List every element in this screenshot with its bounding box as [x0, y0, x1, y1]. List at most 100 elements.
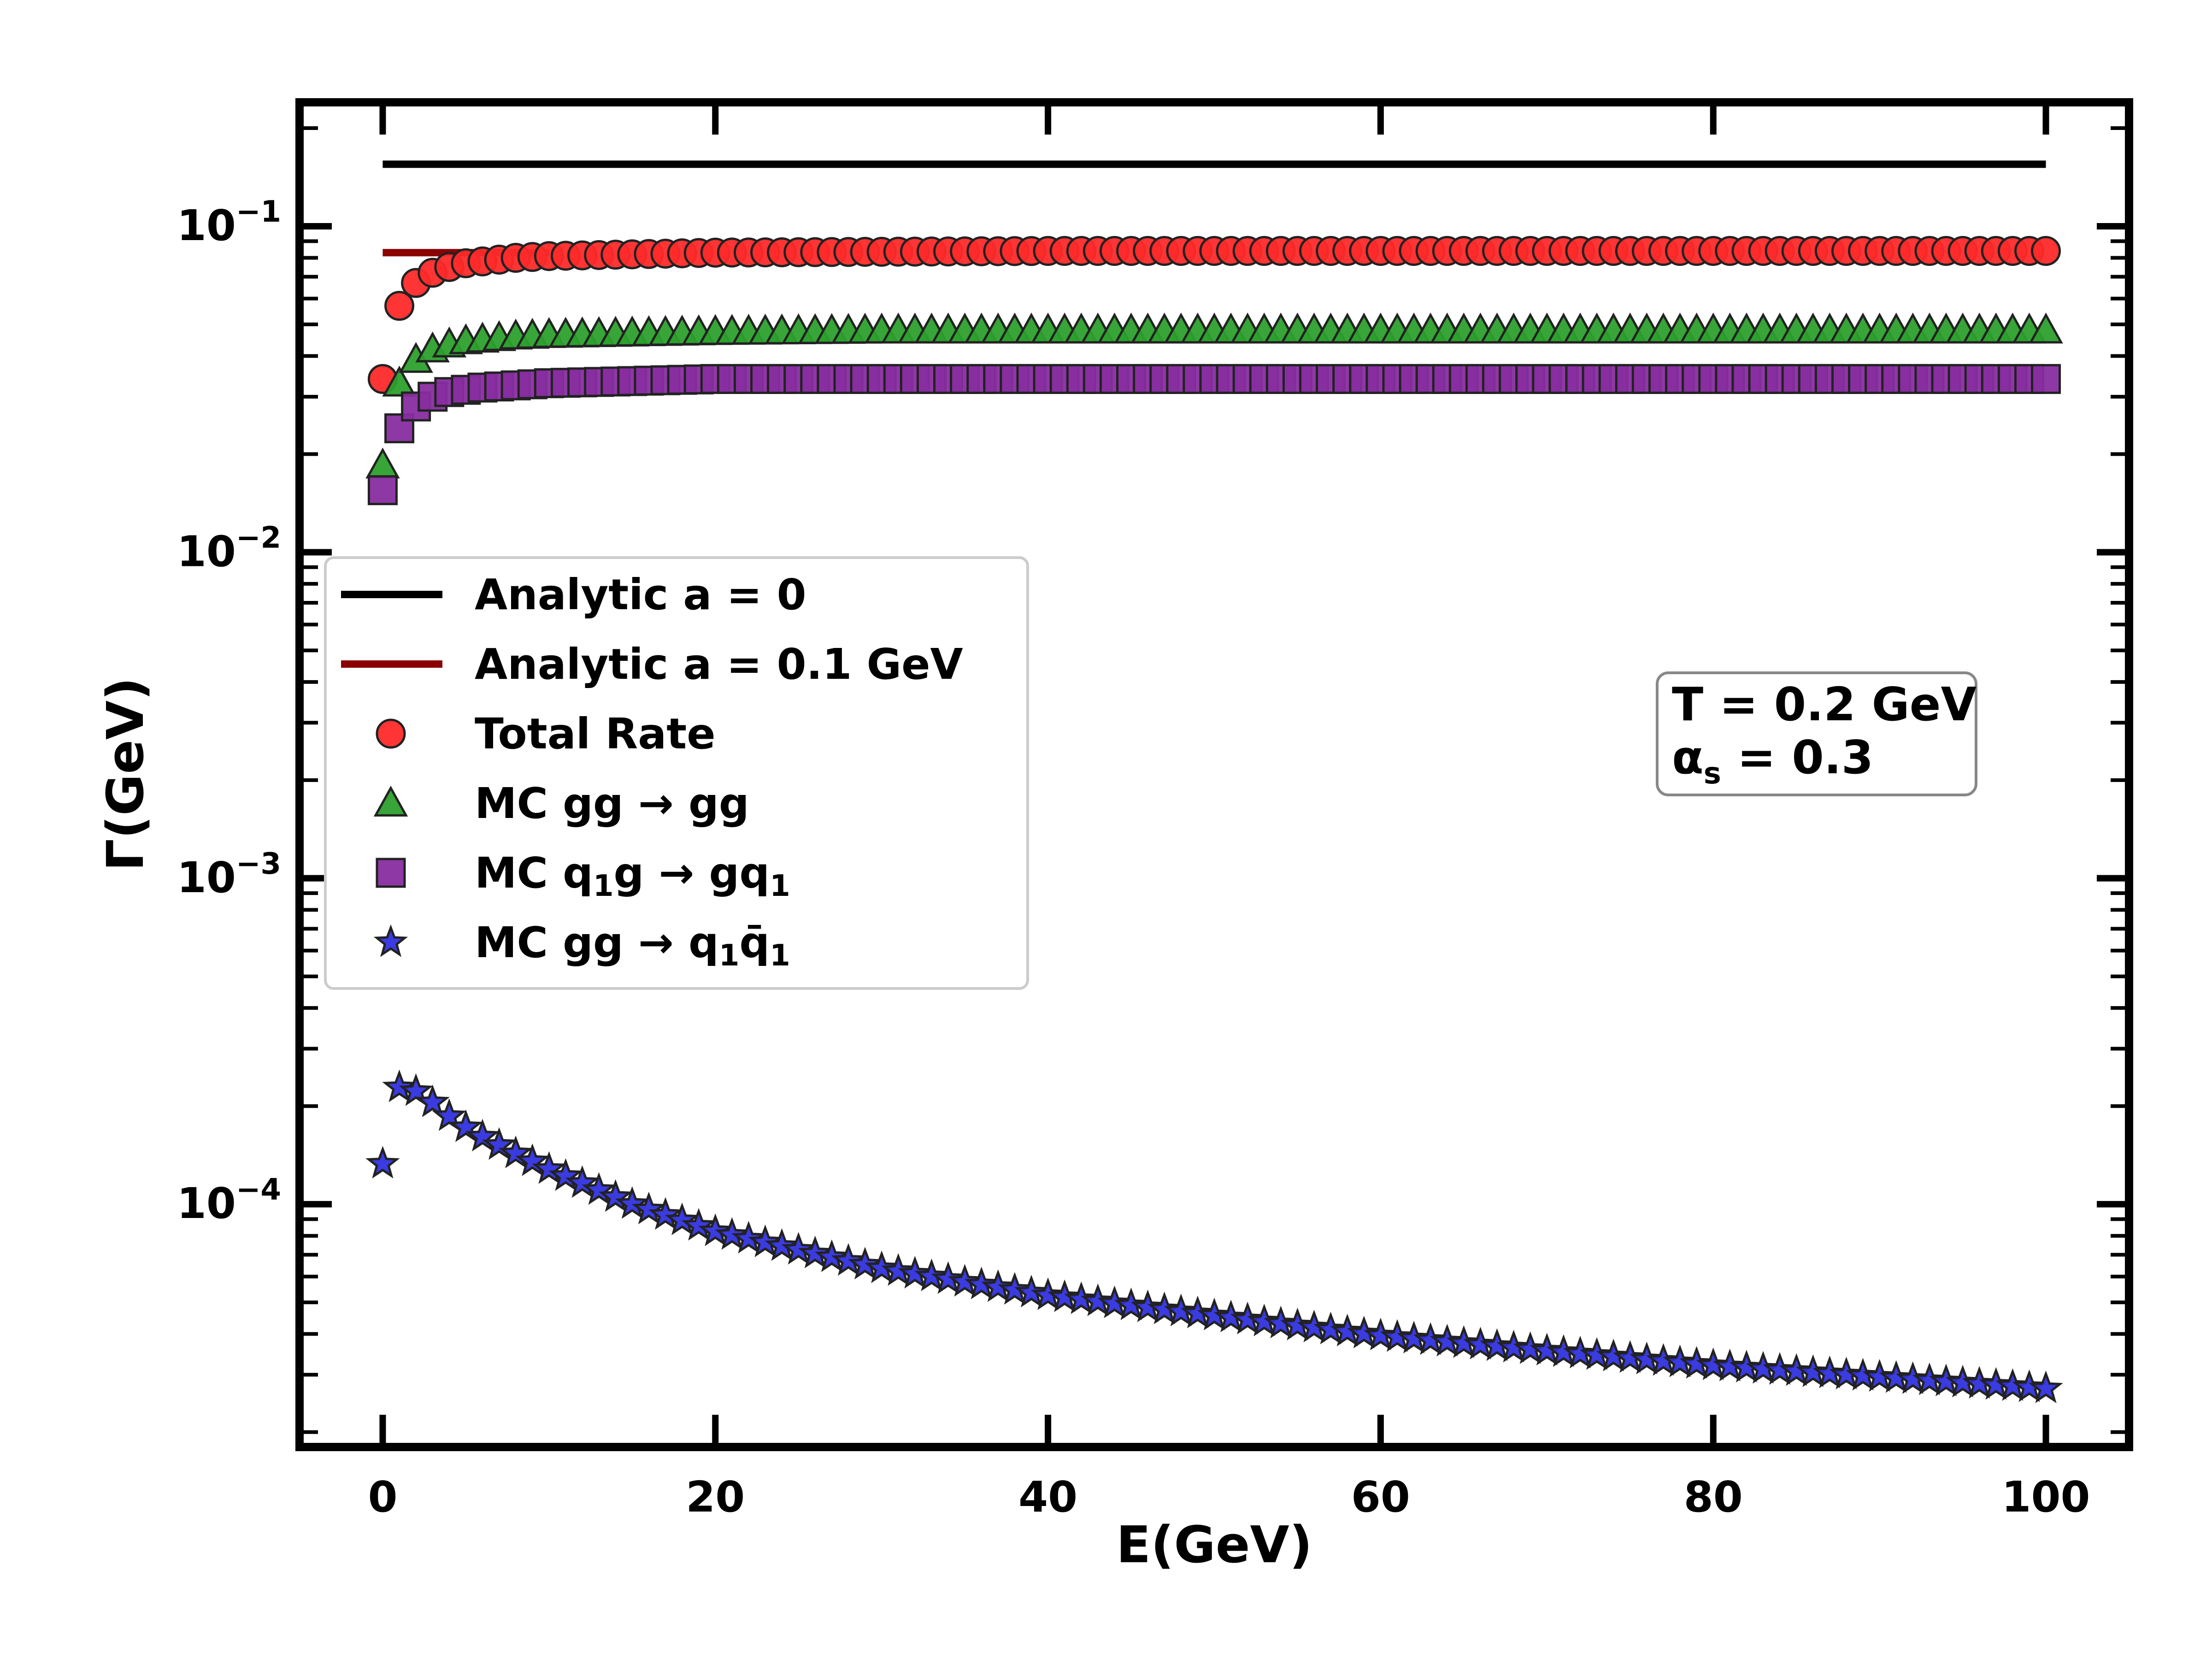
star-marker [648, 1197, 683, 1230]
star-marker [1396, 1320, 1431, 1353]
y-tick-base: 10 [177, 1179, 236, 1228]
star-marker [814, 1239, 849, 1272]
star-marker [615, 1186, 650, 1219]
legend-label-part: Analytic a = 0 [475, 570, 806, 619]
star-marker [1213, 1300, 1248, 1333]
star-marker [1663, 1344, 1697, 1377]
star-marker [1247, 1303, 1282, 1336]
star-marker [765, 1228, 799, 1261]
star-marker [715, 1217, 749, 1250]
star-marker [1646, 1343, 1681, 1376]
star-marker [1347, 1316, 1382, 1348]
legend-label-part: → [644, 848, 709, 898]
star-marker [1130, 1289, 1165, 1323]
star-marker [1413, 1322, 1448, 1355]
x-tick-label: 0 [368, 1472, 397, 1522]
x-axis-label: E(GeV) [1116, 1515, 1312, 1574]
y-tick-exponent: −3 [236, 847, 281, 881]
legend-circle-swatch [376, 718, 406, 749]
star-marker [847, 1247, 882, 1280]
legend-square-swatch [376, 858, 406, 888]
star-marker [1280, 1307, 1315, 1341]
alpha-subscript: s [1704, 757, 1721, 791]
legend-label-part: q̄ [739, 918, 770, 967]
star-marker [1180, 1295, 1215, 1329]
star-marker [1679, 1346, 1714, 1379]
star-marker [1530, 1333, 1565, 1365]
star-marker [415, 1084, 450, 1118]
star-marker [698, 1213, 733, 1246]
y-tick-base: 10 [177, 201, 236, 250]
star-marker [1264, 1306, 1298, 1339]
axes-frame [295, 98, 2133, 1451]
star-marker [1496, 1330, 1531, 1363]
star-marker [881, 1253, 916, 1286]
x-tick-label: 40 [1018, 1472, 1077, 1522]
star-marker [515, 1143, 550, 1176]
legend-triangle-swatch [373, 785, 408, 817]
star-marker [1463, 1327, 1498, 1359]
star-marker [1014, 1275, 1049, 1307]
legend: Analytic a = 0 Analytic a = 0.1 GeV Total … [324, 556, 1029, 990]
star-marker [1297, 1310, 1331, 1342]
star-marker [582, 1172, 616, 1205]
star-marker [482, 1127, 517, 1160]
star-marker [1363, 1318, 1398, 1351]
star-marker [914, 1259, 949, 1291]
star-marker [631, 1191, 666, 1224]
legend-label-subscript: 1 [593, 869, 614, 903]
legend-label: Analytic a = 0.1 GeV [475, 640, 963, 689]
star-marker [1330, 1313, 1365, 1347]
legend-label-part: MC q [475, 848, 593, 898]
annotation-box: T = 0.2 GeV αs = 0.3 [1656, 671, 1977, 796]
legend-label-subscript: 1 [770, 939, 790, 973]
legend-label-subscript: 1 [719, 939, 740, 973]
star-marker [2029, 1371, 2063, 1403]
legend-label-part: gg [688, 779, 749, 828]
star-marker [798, 1235, 833, 1269]
star-marker [1047, 1279, 1082, 1312]
star-marker [399, 1073, 433, 1106]
legend-label: MC gg → gg [475, 779, 749, 828]
legend-entry: MC gg → q1q̄1 [373, 918, 790, 973]
legend-label-part: Analytic a = 0.1 GeV [475, 640, 963, 689]
legend-label-part: gq [709, 848, 770, 898]
legend-label-part: q [688, 918, 719, 967]
star-marker [1596, 1338, 1631, 1371]
star-marker [1114, 1287, 1148, 1320]
star-marker [1081, 1283, 1115, 1316]
legend-label-part: g [613, 848, 644, 898]
star-marker [532, 1151, 566, 1184]
legend-label: MC q1g → gq1 [475, 848, 790, 903]
y-tick-exponent: −2 [236, 521, 281, 555]
star-marker [931, 1261, 965, 1294]
star-marker [1430, 1324, 1465, 1357]
star-marker [731, 1221, 766, 1253]
y-tick-label: 10−1 [177, 195, 281, 250]
star-marker [781, 1232, 816, 1265]
y-tick-base: 10 [177, 853, 236, 902]
y-tick-label: 10−4 [177, 1173, 281, 1228]
star-marker [981, 1269, 1016, 1302]
legend-label-part: → [624, 779, 688, 828]
star-marker [947, 1264, 982, 1297]
x-tick-label: 100 [2002, 1472, 2090, 1522]
star-marker [1064, 1281, 1099, 1314]
legend-entry: MC gg → gg [373, 779, 749, 828]
series-triangle-markers [365, 312, 2063, 479]
legend-label: Analytic a = 0 [475, 570, 806, 619]
star-marker [1147, 1291, 1182, 1324]
legend-entry: Analytic a = 0.1 GeV [341, 640, 963, 689]
annotation-coupling: αs = 0.3 [1672, 730, 1873, 791]
triangle-marker [382, 365, 417, 397]
star-marker [1380, 1319, 1415, 1352]
y-tick-label: 10−2 [177, 521, 281, 576]
star-marker [1563, 1335, 1598, 1369]
series-layer [365, 160, 2063, 1403]
star-marker [997, 1272, 1032, 1305]
star-marker [898, 1256, 932, 1289]
star-marker [1480, 1328, 1514, 1361]
square-marker [384, 413, 415, 443]
square-marker [367, 475, 398, 506]
legend-label-part: → [624, 918, 688, 967]
